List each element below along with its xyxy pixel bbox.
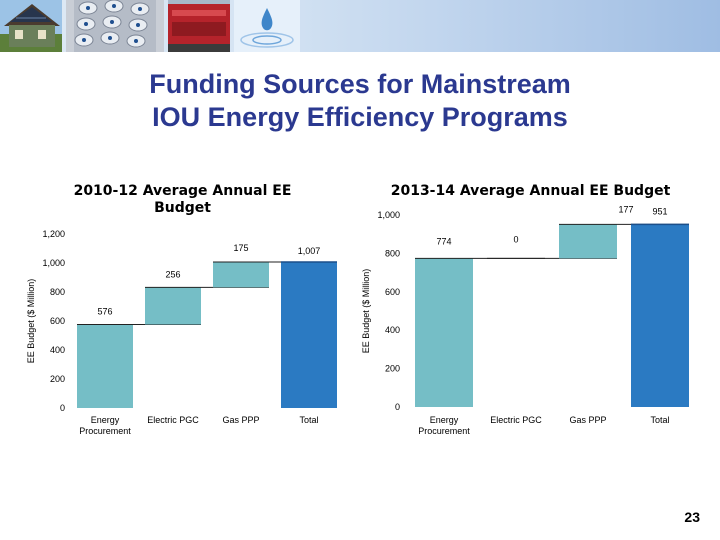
data-label: 1,007	[298, 246, 321, 256]
category-label: Total	[650, 415, 669, 425]
y-tick-label: 1,200	[42, 229, 65, 239]
y-axis-label: EE Budget ($ Million)	[26, 279, 36, 364]
y-tick-label: 1,000	[42, 258, 65, 268]
slide-title-line-1: Funding Sources for Mainstream	[149, 69, 571, 99]
data-label: 951	[652, 206, 667, 216]
page-number: 23	[684, 509, 700, 525]
y-tick-label: 200	[50, 374, 65, 384]
data-label: 576	[97, 306, 112, 316]
left-waterfall-chart: EE Budget ($ Million) 0 200 400 600 800 1,000 1…	[26, 229, 337, 436]
bar-gas-ppp	[213, 261, 269, 288]
y-tick-label: 600	[385, 287, 400, 297]
category-label: Energy	[430, 415, 459, 425]
y-tick-label: 0	[395, 402, 400, 412]
y-tick-label: 400	[385, 325, 400, 335]
header-banner	[0, 0, 720, 52]
left-chart-title: 2010-12 Average Annual EE Budget	[55, 183, 310, 217]
category-label: Procurement	[79, 426, 131, 436]
water-droplet-image	[234, 0, 300, 52]
house-with-solar-panels-image	[0, 0, 62, 52]
y-tick-label: 0	[60, 403, 65, 413]
data-label: 0	[513, 234, 518, 244]
bar-gas-ppp	[559, 224, 617, 259]
right-chart-title-line-1: 2013-14 Average Annual EE Budget	[390, 183, 671, 199]
phone-keypad-image	[66, 0, 164, 52]
data-label: 774	[436, 236, 451, 246]
red-train-car-image	[168, 0, 230, 52]
data-label: 175	[233, 243, 248, 253]
bar-total	[631, 224, 689, 407]
y-axis-label: EE Budget ($ Million)	[361, 269, 371, 354]
y-tick-label: 600	[50, 316, 65, 326]
right-waterfall-chart: EE Budget ($ Million) 0 200 400 600 800 1,000 7…	[361, 204, 689, 436]
left-chart-title-line-1: 2010-12 Average Annual EE	[73, 183, 292, 199]
category-label: Energy	[91, 415, 120, 425]
y-tick-label: 1,000	[377, 210, 400, 220]
y-tick-label: 400	[50, 345, 65, 355]
bar-electric-pgc	[145, 287, 201, 325]
bar-total	[281, 261, 337, 408]
category-label: Gas PPP	[222, 415, 259, 425]
bar-energy-procurement	[77, 324, 133, 408]
category-label: Gas PPP	[569, 415, 606, 425]
left-chart-title-line-2: Budget	[154, 200, 211, 216]
category-label: Electric PGC	[147, 415, 199, 425]
right-chart-title: 2013-14 Average Annual EE Budget	[378, 183, 683, 200]
category-label: Total	[299, 415, 318, 425]
y-tick-label: 800	[385, 248, 400, 258]
category-label: Electric PGC	[490, 415, 542, 425]
y-tick-label: 200	[385, 364, 400, 374]
y-tick-label: 800	[50, 287, 65, 297]
category-label: Procurement	[418, 426, 470, 436]
data-label: 177	[618, 204, 633, 214]
bar-energy-procurement	[415, 258, 473, 407]
data-label: 256	[165, 269, 180, 279]
slide-title-line-2: IOU Energy Efficiency Programs	[152, 102, 568, 132]
